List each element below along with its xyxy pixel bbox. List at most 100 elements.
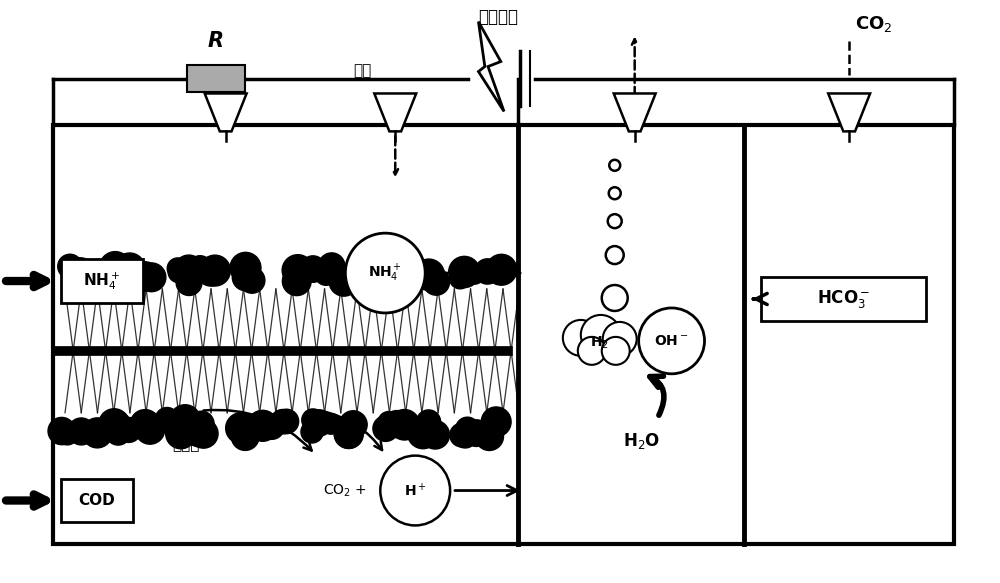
Text: H$_2$: H$_2$ [590,335,609,351]
Circle shape [488,263,509,285]
Circle shape [450,258,476,284]
Circle shape [99,409,129,440]
Circle shape [282,255,313,286]
Circle shape [383,410,410,438]
Circle shape [481,407,511,437]
Circle shape [168,262,189,283]
Text: 污水: 污水 [353,63,371,78]
Text: CO$_2$: CO$_2$ [855,13,893,34]
Circle shape [449,268,471,289]
Polygon shape [374,93,416,131]
Circle shape [315,263,337,285]
Text: OH$^-$: OH$^-$ [654,334,689,348]
Circle shape [349,269,372,292]
Polygon shape [614,93,656,131]
Circle shape [284,264,308,287]
Circle shape [130,262,160,292]
Circle shape [82,418,112,448]
Circle shape [345,233,425,313]
Circle shape [58,254,82,279]
Circle shape [137,263,166,292]
Circle shape [56,423,78,445]
Circle shape [321,413,341,434]
Circle shape [100,252,131,283]
Circle shape [103,256,124,276]
Circle shape [106,412,131,437]
Circle shape [453,424,477,448]
Circle shape [259,414,284,440]
Circle shape [82,264,110,292]
Text: H$^+$: H$^+$ [404,482,427,499]
Circle shape [329,266,359,296]
FancyBboxPatch shape [61,259,143,303]
Circle shape [475,259,500,284]
Circle shape [404,266,426,288]
Circle shape [375,261,396,282]
Polygon shape [828,93,870,131]
Circle shape [188,256,212,280]
Circle shape [68,418,95,445]
Circle shape [319,253,345,279]
Circle shape [373,416,399,441]
Circle shape [639,308,705,374]
Circle shape [114,253,145,284]
Circle shape [196,257,226,286]
Bar [53,125,954,545]
Circle shape [339,411,367,438]
Circle shape [407,417,439,449]
Circle shape [333,268,354,290]
Circle shape [367,259,395,288]
Circle shape [301,258,325,282]
Circle shape [166,419,196,449]
Circle shape [155,408,179,431]
Circle shape [603,322,637,356]
Circle shape [274,409,299,434]
Circle shape [389,409,420,440]
Circle shape [456,417,479,441]
Circle shape [463,420,490,447]
Circle shape [189,419,218,448]
Circle shape [602,337,630,365]
Circle shape [230,252,261,283]
Circle shape [378,412,400,433]
Circle shape [170,405,200,435]
Circle shape [270,409,295,434]
Circle shape [450,423,474,447]
Circle shape [106,420,131,445]
Circle shape [200,255,230,286]
Circle shape [48,417,75,445]
Circle shape [578,337,606,365]
Circle shape [64,258,96,289]
Circle shape [563,320,599,356]
Circle shape [449,257,480,287]
Circle shape [72,271,92,291]
Circle shape [380,455,450,525]
Circle shape [391,271,414,293]
Circle shape [423,269,450,295]
Circle shape [302,409,324,431]
Text: H$_2$O: H$_2$O [623,431,660,451]
Circle shape [116,417,141,442]
Circle shape [335,420,363,448]
Circle shape [184,415,216,447]
Circle shape [176,270,202,296]
Circle shape [413,259,444,290]
Circle shape [300,256,326,282]
Circle shape [334,419,363,448]
Polygon shape [478,22,504,111]
Text: R: R [208,30,224,51]
Circle shape [301,421,323,443]
FancyBboxPatch shape [761,277,926,321]
Text: HCO$_3^-$: HCO$_3^-$ [817,288,870,310]
Circle shape [232,264,259,291]
Circle shape [247,410,278,441]
Circle shape [135,415,165,444]
Text: NH$_4^+$: NH$_4^+$ [368,262,402,284]
Circle shape [486,413,508,435]
Text: CO$_2$ +: CO$_2$ + [323,482,367,498]
FancyBboxPatch shape [61,479,133,522]
Circle shape [189,411,214,437]
Circle shape [226,413,257,444]
Circle shape [486,254,517,285]
Circle shape [174,255,204,285]
